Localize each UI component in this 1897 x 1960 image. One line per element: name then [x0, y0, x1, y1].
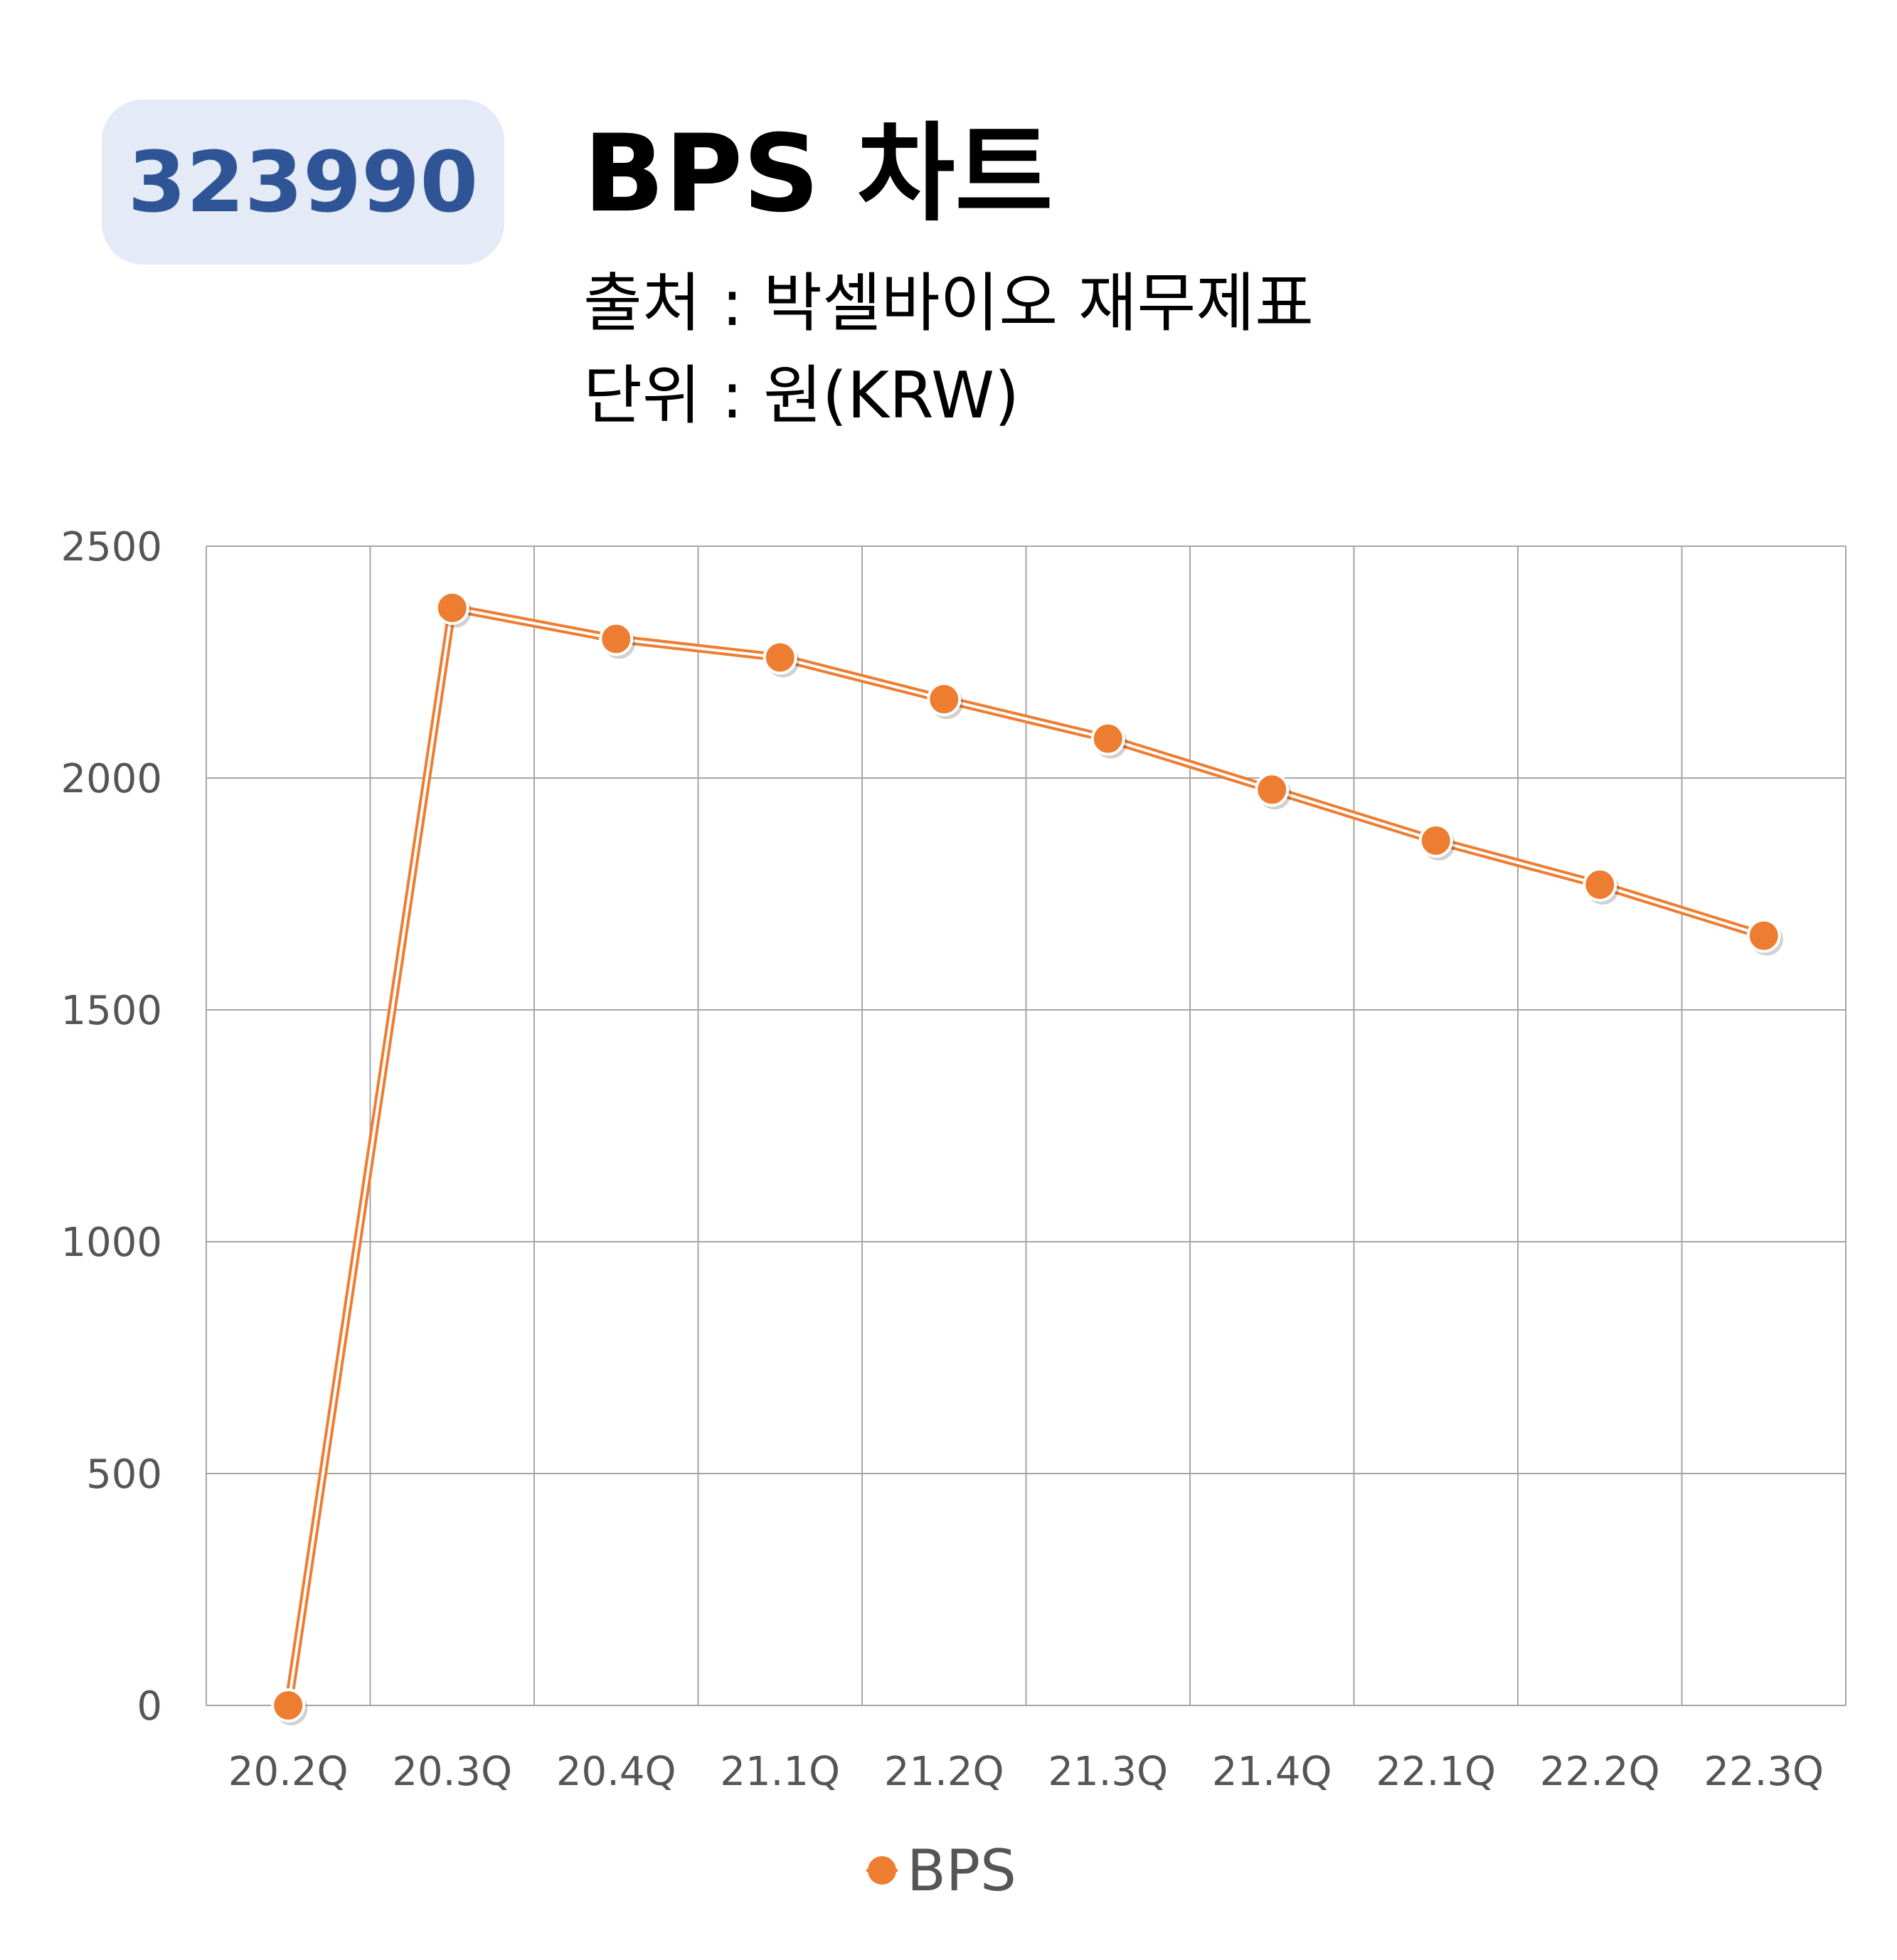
legend-marker — [868, 1856, 896, 1885]
data-point — [1090, 721, 1125, 756]
x-tick-label: 22.1Q — [1376, 1749, 1496, 1795]
x-axis-ticks: 20.2Q 20.3Q 20.4Q 21.1Q 21.2Q 21.3Q 21.4Q 22.1Q… — [228, 1749, 1824, 1795]
x-tick-label: 21.2Q — [884, 1749, 1004, 1795]
x-tick-label: 20.4Q — [556, 1749, 676, 1795]
y-tick-label: 1500 — [60, 988, 162, 1034]
data-point — [1746, 918, 1781, 953]
data-point — [1418, 824, 1453, 858]
series-line-inner — [287, 606, 1765, 1706]
data-point — [271, 1688, 306, 1722]
source-label: 출처 : 박셀바이오 재무제표 — [583, 266, 1314, 341]
x-tick-label: 20.3Q — [392, 1749, 512, 1795]
data-point — [927, 682, 962, 717]
stock-code-badge: 323990 — [102, 100, 504, 265]
y-tick-label: 1000 — [60, 1220, 162, 1266]
x-tick-label: 22.3Q — [1704, 1749, 1824, 1795]
x-tick-label: 20.2Q — [228, 1749, 349, 1795]
bps-series-line — [284, 603, 1765, 1706]
y-tick-label: 0 — [137, 1683, 162, 1730]
x-tick-label: 21.3Q — [1048, 1749, 1168, 1795]
data-point — [1255, 772, 1290, 807]
x-tick-label: 21.4Q — [1212, 1749, 1332, 1795]
chart-legend: BPS — [866, 1838, 1016, 1904]
stock-code: 323990 — [127, 133, 479, 231]
x-tick-label: 21.1Q — [720, 1749, 840, 1795]
data-point — [435, 590, 469, 625]
data-point — [1583, 867, 1617, 902]
y-tick-label: 2500 — [60, 524, 162, 570]
unit-label: 단위 : 원(KRW) — [583, 358, 1020, 433]
data-point — [762, 640, 797, 675]
x-tick-label: 22.2Q — [1540, 1749, 1660, 1795]
chart-grid — [206, 545, 1846, 1706]
y-tick-label: 500 — [86, 1452, 162, 1498]
data-point — [599, 622, 634, 656]
y-tick-label: 2000 — [60, 756, 162, 802]
bps-series-points — [271, 590, 1783, 1725]
chart-title: BPS 차트 — [583, 112, 1053, 236]
legend-label-bps: BPS — [907, 1838, 1016, 1904]
y-axis-ticks: 2500 2000 1500 1000 500 0 — [60, 524, 162, 1730]
